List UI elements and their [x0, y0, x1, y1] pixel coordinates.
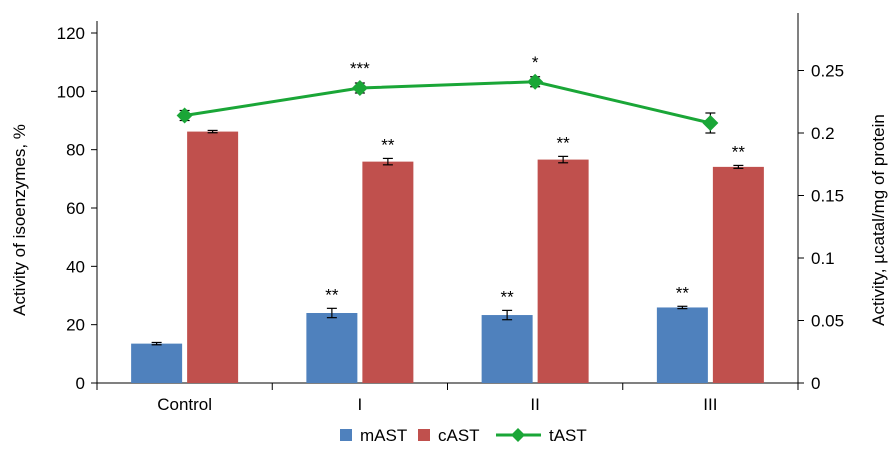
- cAST-bar: [537, 159, 589, 383]
- mAST-legend-swatch: [340, 429, 352, 441]
- tAST-legend-marker: [511, 428, 525, 442]
- mAST-legend-label: mAST: [360, 426, 407, 445]
- tAST-legend-label: tAST: [549, 426, 587, 445]
- cAST-legend-label: cAST: [438, 426, 480, 445]
- cAST-bar: [187, 131, 239, 383]
- cAST-legend-swatch: [418, 429, 430, 441]
- left-axis-title: Activity of isoenzymes, %: [10, 124, 29, 316]
- cAST-significance-label: **: [557, 133, 571, 152]
- left-tick-label: 40: [66, 257, 85, 276]
- x-tick-label: III: [703, 395, 717, 414]
- left-tick-label: 20: [66, 316, 85, 335]
- tAST-point: [527, 73, 544, 90]
- x-tick-label: I: [358, 395, 363, 414]
- tAST-significance-label: ***: [350, 59, 370, 78]
- cAST-bar: [712, 166, 764, 383]
- cAST-bar: [362, 161, 414, 383]
- tAST-line: [184, 80, 711, 125]
- tAST-point: [176, 107, 193, 124]
- mAST-bar: [656, 307, 708, 383]
- tAST-point: [351, 80, 368, 96]
- left-tick-label: 60: [66, 199, 85, 218]
- cAST-significance-label: **: [381, 135, 395, 154]
- right-tick-label: 0.2: [811, 124, 835, 143]
- cAST-significance-label: **: [732, 142, 746, 161]
- left-tick-label: 120: [57, 24, 85, 43]
- mAST-significance-label: **: [676, 283, 690, 302]
- mAST-significance-label: **: [501, 287, 515, 306]
- right-tick-label: 0.25: [811, 62, 844, 81]
- x-tick-label: Control: [157, 395, 212, 414]
- tAST-significance-label: *: [532, 53, 539, 72]
- left-tick-label: 0: [76, 374, 85, 393]
- mAST-significance-label: **: [325, 285, 339, 304]
- right-tick-label: 0.05: [811, 312, 844, 331]
- right-axis-title: Activity, µcatal/mg of protein: [869, 114, 888, 326]
- x-tick-label: II: [530, 395, 539, 414]
- left-tick-label: 80: [66, 141, 85, 160]
- mAST-bar: [306, 313, 358, 383]
- right-tick-label: 0.15: [811, 187, 844, 206]
- mAST-bar: [131, 343, 183, 383]
- left-tick-label: 100: [57, 82, 85, 101]
- tAST-point: [702, 115, 719, 131]
- right-tick-label: 0.1: [811, 249, 835, 268]
- right-tick-label: 0: [811, 374, 820, 393]
- mAST-bar: [481, 315, 533, 383]
